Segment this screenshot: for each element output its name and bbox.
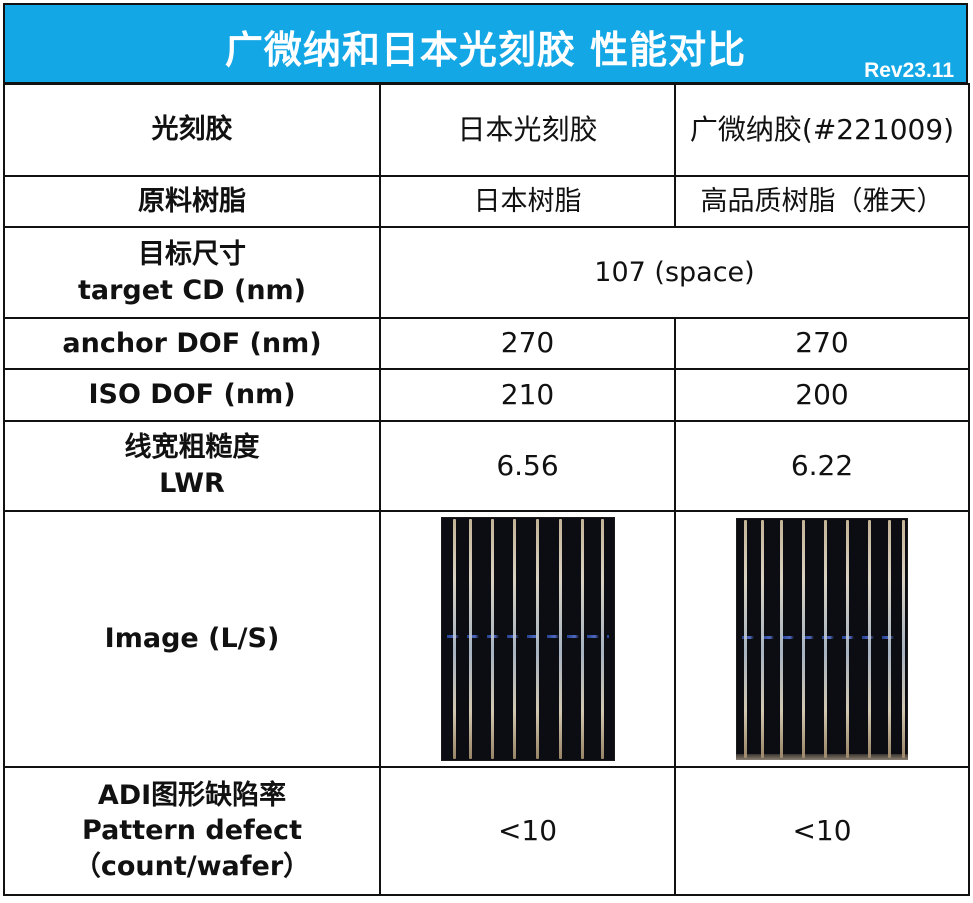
iso-label: ISO DOF (nm) (3, 368, 381, 422)
image-japan-cell (379, 510, 676, 768)
anchor-japan: 270 (379, 317, 676, 370)
anchor-gwn: 270 (674, 317, 970, 370)
image-gwn-cell (674, 510, 970, 768)
sem-line (802, 520, 805, 758)
sem-image-japan (440, 517, 615, 761)
target-value: 107 (space) (379, 226, 970, 319)
header-gwn: 广微纳胶(#221009) (674, 83, 970, 177)
resin-japan: 日本树脂 (379, 175, 676, 228)
sem-line (558, 519, 562, 759)
table-row-iso: ISO DOF (nm) 210 200 (3, 368, 970, 422)
table-row-lwr: 线宽粗糙度 LWR 6.56 6.22 (3, 420, 970, 512)
lwr-label-en: LWR (159, 468, 225, 499)
resin-gwn: 高品质树脂（雅天） (674, 175, 970, 228)
table-row-image: Image (L/S) (3, 510, 970, 768)
defect-label-unit: （count/wafer） (73, 850, 311, 882)
sem-marker-row (446, 635, 609, 638)
sem-line (868, 520, 871, 758)
table-row-resin: 原料树脂 日本树脂 高品质树脂（雅天） (3, 175, 970, 228)
sem-line (600, 519, 604, 759)
sem-line (490, 519, 494, 759)
defect-label: ADI图形缺陷率 Pattern defect （count/wafer） (3, 766, 381, 896)
iso-gwn: 200 (674, 368, 970, 422)
sem-marker-row (742, 636, 902, 639)
header-label: 光刻胶 (3, 83, 381, 177)
anchor-label: anchor DOF (nm) (3, 317, 381, 370)
resin-label: 原料树脂 (3, 175, 381, 228)
target-label-cn: 目标尺寸 (138, 238, 246, 270)
image-label: Image (L/S) (3, 510, 381, 768)
lwr-label: 线宽粗糙度 LWR (3, 420, 381, 512)
sem-line (512, 519, 516, 759)
defect-label-cn: ADI图形缺陷率 (97, 779, 287, 811)
sem-line (902, 520, 905, 758)
page-title: 广微纳和日本光刻胶 性能对比 (224, 28, 747, 72)
sem-line (535, 519, 539, 759)
lwr-japan: 6.56 (379, 420, 676, 512)
sem-line (780, 520, 783, 758)
lwr-label-cn: 线宽粗糙度 (124, 432, 260, 464)
sem-line (580, 519, 584, 759)
sem-line (761, 520, 764, 758)
table-row-anchor: anchor DOF (nm) 270 270 (3, 317, 970, 370)
header-japan: 日本光刻胶 (379, 83, 676, 177)
comparison-table: 光刻胶 日本光刻胶 广微纳胶(#221009) 原料树脂 日本树脂 高品质树脂（… (3, 83, 970, 896)
table-row-defect: ADI图形缺陷率 Pattern defect （count/wafer） <1… (3, 766, 970, 896)
target-label: 目标尺寸 target CD (nm) (3, 226, 381, 319)
defect-label-en: Pattern defect (82, 815, 302, 847)
sem-line (468, 519, 472, 759)
revision-label: Rev23.11 (864, 59, 954, 82)
table-row-target: 目标尺寸 target CD (nm) 107 (space) (3, 226, 970, 319)
sem-image-gwn (736, 518, 908, 760)
sem-line (846, 520, 849, 758)
title-bar: 广微纳和日本光刻胶 性能对比 Rev23.11 (3, 3, 968, 84)
sem-line (824, 520, 827, 758)
sem-bottom-edge (736, 754, 908, 760)
lwr-gwn: 6.22 (674, 420, 970, 512)
sem-line (744, 520, 747, 758)
target-label-en: target CD (nm) (77, 274, 307, 306)
defect-gwn: <10 (674, 766, 970, 896)
defect-japan: <10 (379, 766, 676, 896)
table-row-header: 光刻胶 日本光刻胶 广微纳胶(#221009) (3, 83, 970, 177)
sem-line (888, 520, 891, 758)
sem-line (452, 519, 456, 759)
iso-japan: 210 (379, 368, 676, 422)
